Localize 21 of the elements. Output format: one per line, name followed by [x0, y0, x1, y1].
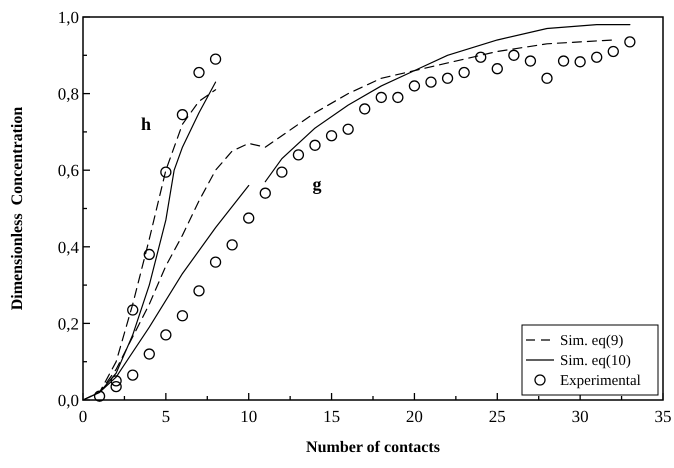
x-tick-label: 30 [572, 407, 589, 426]
y-tick-label: 1,0 [58, 8, 79, 27]
legend-label: Experimental [560, 373, 641, 389]
x-tick-label: 0 [78, 407, 88, 426]
y-tick-label: 0,0 [58, 391, 79, 410]
x-tick-label: 10 [240, 407, 258, 426]
x-tick-label: 35 [654, 407, 672, 426]
y-tick-label: 0,8 [58, 84, 79, 104]
annotation: h [140, 114, 152, 134]
legend-label: Sim. eq(9) [560, 333, 624, 349]
y-tick-label: 0,2 [58, 314, 79, 334]
y-tick-label: 0,6 [58, 161, 79, 180]
y-axis-title: Dimensionless Concentration [9, 106, 26, 310]
x-tick-label: 20 [406, 407, 423, 426]
x-tick-label: 5 [162, 407, 170, 426]
x-tick-label: 25 [488, 407, 506, 426]
x-axis-title: Number of contacts [306, 439, 440, 456]
annotation: g [312, 174, 322, 194]
y-tick-label: 0,4 [58, 238, 80, 257]
legend-label: Sim. eq(10) [560, 353, 631, 369]
x-tick-label: 15 [323, 407, 340, 426]
